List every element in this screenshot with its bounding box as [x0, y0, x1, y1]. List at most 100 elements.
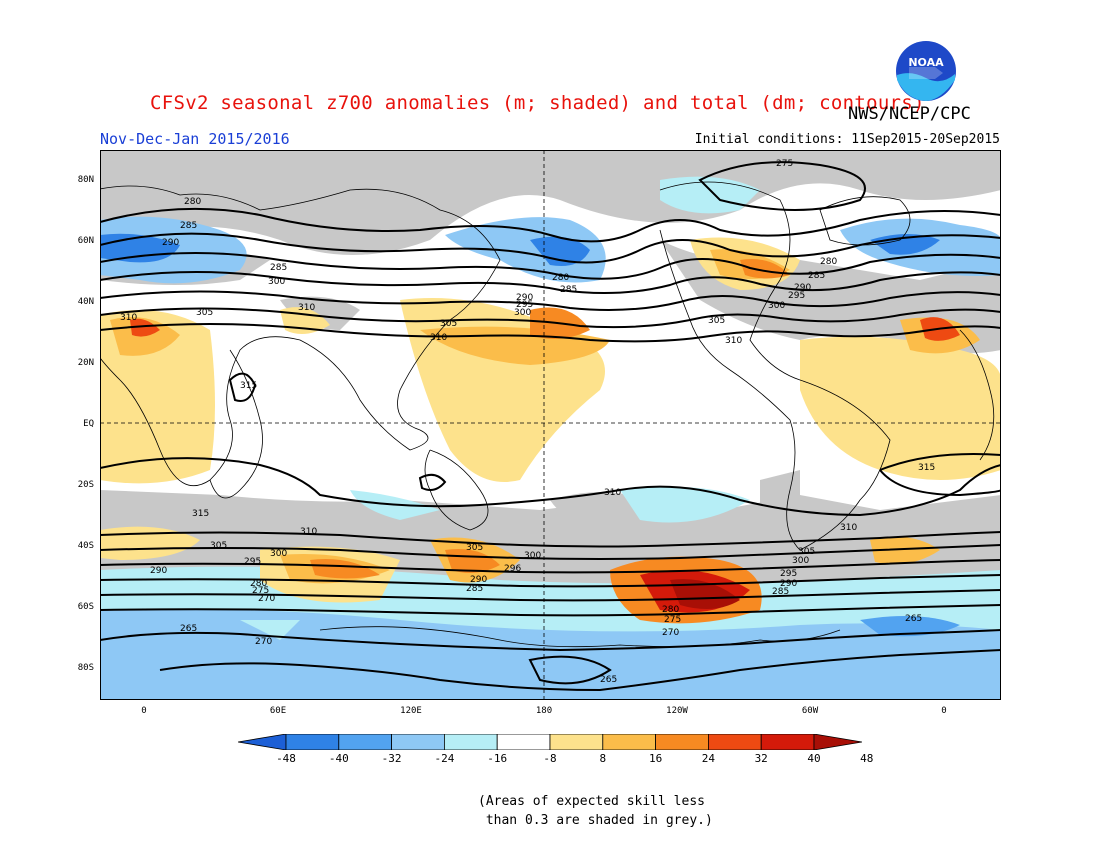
contour-label: 285	[560, 285, 577, 295]
lon-label: 0	[941, 706, 947, 716]
lat-label: 60S	[77, 602, 94, 612]
skill-note-line1: (Areas of expected skill less	[478, 794, 705, 809]
contour-labels: 275 280 285 290 285 300 305 310 310 305 …	[120, 159, 935, 685]
colorbar-cell	[813, 734, 862, 750]
colorbar-tick-label: 8	[599, 752, 607, 765]
contour-label: 300	[514, 308, 531, 318]
contour-label: 270	[662, 628, 679, 638]
contour-label: 310	[840, 523, 857, 533]
contour-label: 310	[725, 336, 742, 346]
agency-label: NWS/NCEP/CPC	[848, 104, 971, 124]
contour-label: 270	[255, 637, 272, 647]
colorbar-tick-label: 16	[648, 752, 663, 765]
lat-label: 80S	[77, 663, 94, 673]
contour-label: 300	[792, 556, 809, 566]
contour-label: 310	[604, 488, 621, 498]
colorbar-tick-label: 24	[701, 752, 716, 765]
contour-label: 310	[300, 527, 317, 537]
contour-label: 310	[298, 303, 315, 313]
contour-label: 280	[662, 605, 679, 615]
contour-label: 305	[466, 543, 483, 553]
skill-note-line2: than 0.3 are shaded in grey.)	[478, 813, 713, 828]
season-label: Nov-Dec-Jan 2015/2016	[100, 130, 290, 148]
lon-label: 180	[535, 706, 553, 716]
contour-label: 265	[905, 614, 922, 624]
contour-label: 280	[184, 197, 201, 207]
contour-label: 290	[470, 575, 487, 585]
anomaly-map: 275 280 285 290 285 300 305 310 310 305 …	[100, 150, 1001, 700]
chart-title: CFSv2 seasonal z700 anomalies (m; shaded…	[150, 92, 925, 114]
colorbar	[238, 734, 862, 750]
lon-label: 60W	[801, 706, 819, 716]
colorbar-tick-label: 40	[807, 752, 821, 765]
contour-label: 305	[210, 541, 227, 551]
contour-label: 285	[772, 587, 789, 597]
contour-label: 305	[440, 319, 457, 329]
lon-label: 120W	[666, 706, 688, 716]
contour-label: 275	[252, 586, 269, 596]
colorbar-tick-label: -48	[276, 752, 296, 765]
initial-conditions-label: Initial conditions: 11Sep2015-20Sep2015	[694, 132, 1000, 147]
contour-label: 290	[516, 293, 533, 303]
lat-label: 40N	[77, 297, 94, 307]
contour-label: 290	[162, 238, 179, 248]
contour-label: 305	[196, 308, 213, 318]
contour-label: 265	[600, 675, 617, 685]
noaa-logo: NOAA	[896, 41, 956, 101]
contour-label: 295	[244, 557, 261, 567]
colorbar-tick-label: 48	[860, 752, 874, 765]
continent-outlines	[100, 181, 995, 648]
colorbar-tick-label: -32	[381, 752, 402, 765]
contour-label: 285	[180, 221, 197, 231]
lon-label: 60E	[269, 706, 287, 716]
lat-label: 40S	[77, 541, 94, 551]
colorbar-tick-label: -40	[328, 752, 349, 765]
colorbar-cell	[760, 734, 815, 750]
contour-label: 315	[918, 463, 935, 473]
contour-label: 305	[798, 547, 815, 557]
contour-label: 275	[664, 615, 681, 625]
colorbar-cell	[496, 734, 551, 750]
colorbar-cell	[285, 734, 340, 750]
colorbar-tick-label: -24	[434, 752, 455, 765]
colorbar-cell	[443, 734, 498, 750]
logo-text: NOAA	[908, 56, 944, 69]
colorbar-tick-label: -16	[487, 752, 508, 765]
contour-label: 300	[768, 301, 785, 311]
contour-label: 280	[552, 273, 569, 283]
colorbar-cell	[391, 734, 445, 750]
contour-label: 295	[780, 569, 797, 579]
contour-label: 270	[258, 594, 275, 604]
contour-label: 300	[524, 551, 541, 561]
contour-label: 290	[794, 283, 811, 293]
contour-label: 300	[270, 549, 287, 559]
lat-label: 60N	[77, 236, 94, 246]
contour-label: 290	[150, 566, 167, 576]
contour-label: 285	[270, 263, 287, 273]
lat-label: EQ	[83, 419, 94, 429]
contour-label: 295	[516, 300, 533, 310]
contour-label: 310	[430, 333, 447, 343]
lat-label: 20N	[77, 358, 94, 368]
colorbar-tick-label: -8	[543, 752, 557, 765]
contour-label: 275	[776, 159, 793, 169]
contour-label: 305	[708, 316, 725, 326]
contour-label: 290	[780, 579, 797, 589]
reference-lines	[100, 150, 1001, 700]
lon-label: 0	[141, 706, 147, 716]
contour-label: 300	[268, 277, 285, 287]
contour-label: 265	[180, 624, 197, 634]
colorbar-cell	[655, 734, 709, 750]
contour-label: 285	[466, 584, 483, 594]
contour-label: 295	[788, 291, 805, 301]
contour-label: 285	[808, 271, 825, 281]
colorbar-cell	[549, 734, 604, 750]
contour-label: 310	[120, 313, 137, 323]
lat-label: 80N	[77, 175, 94, 185]
colorbar-cell	[602, 734, 656, 750]
contour-label: 280	[820, 257, 837, 267]
contour-label: 315	[240, 381, 257, 391]
height-contours	[100, 161, 1001, 692]
map-frame	[100, 150, 1001, 700]
lat-label: 20S	[77, 480, 94, 490]
